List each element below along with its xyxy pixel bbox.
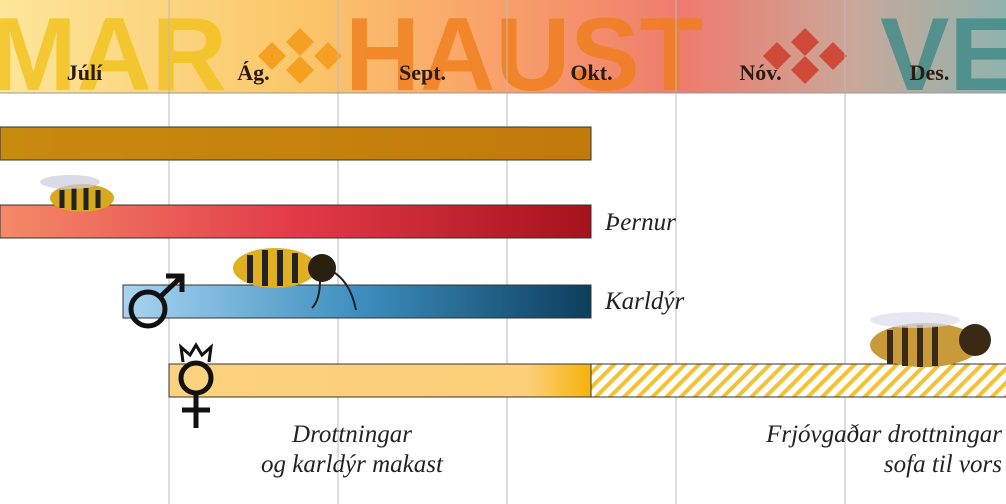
annotation: Drottningar bbox=[291, 421, 412, 448]
timeline: MAR HAUST VE Júlí Ág. Sept. Okt. Nóv. Des. Þe… bbox=[0, 0, 1006, 504]
month-label: Sept. bbox=[399, 60, 446, 85]
wasp-illustrations bbox=[40, 175, 991, 367]
annotation: og karldýr makast bbox=[261, 451, 444, 478]
bar-label: Karldýr bbox=[604, 288, 684, 315]
month-label: Des. bbox=[910, 60, 950, 85]
bar bbox=[123, 285, 591, 318]
month-label: Okt. bbox=[570, 60, 612, 85]
hibernation-bar bbox=[591, 364, 1006, 397]
season-word: VE bbox=[880, 0, 1006, 113]
month-label: Júlí bbox=[67, 60, 103, 85]
workers-bar bbox=[0, 127, 591, 160]
season-word: MAR bbox=[0, 0, 227, 113]
annotation: sofa til vors bbox=[884, 451, 1002, 478]
bar-label: Þernur bbox=[604, 209, 676, 236]
annotation: Frjóvgaðar drottningar bbox=[765, 421, 1002, 448]
season-word: HAUST bbox=[345, 0, 703, 113]
month-label: Nóv. bbox=[739, 60, 781, 85]
month-label: Ág. bbox=[237, 60, 269, 85]
bar bbox=[169, 364, 591, 397]
